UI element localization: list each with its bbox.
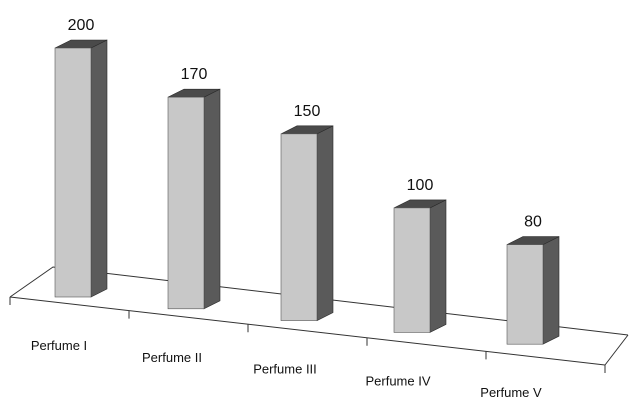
bar-perfume-i [54,39,108,298]
data-label-perfume-iii: 150 [294,103,321,120]
data-label-perfume-ii: 170 [181,66,208,83]
x-axis-line [9,296,606,366]
bar-perfume-v [506,236,560,345]
bar-front-face [54,47,92,298]
bar-side-face [90,39,108,298]
category-label-perfume-iii: Perfume III [253,362,317,377]
bar-perfume-ii [167,88,221,310]
bar-side-face [203,88,221,310]
label-group: 200 Perfume I 170 Perfume II 150 Perfume III 1… [31,17,542,400]
bar-side-face [542,236,560,345]
bar-group [54,39,560,345]
bar-front-face [506,244,544,345]
floor-right-edge [604,334,629,366]
bar-perfume-iv [393,199,447,333]
bar-front-face [167,96,205,310]
data-label-perfume-i: 200 [68,17,95,34]
data-label-perfume-iv: 100 [407,177,434,194]
category-label-perfume-ii: Perfume II [142,350,202,365]
category-label-perfume-iv: Perfume IV [365,373,430,388]
bar-side-face [316,125,334,322]
data-label-perfume-v: 80 [524,214,542,231]
category-label-perfume-i: Perfume I [31,338,87,353]
category-label-perfume-v: Perfume V [480,385,542,400]
bar-front-face [280,133,318,321]
bar-perfume-iii [280,125,334,322]
bar-front-face [393,207,431,333]
bar-side-face [429,199,447,333]
